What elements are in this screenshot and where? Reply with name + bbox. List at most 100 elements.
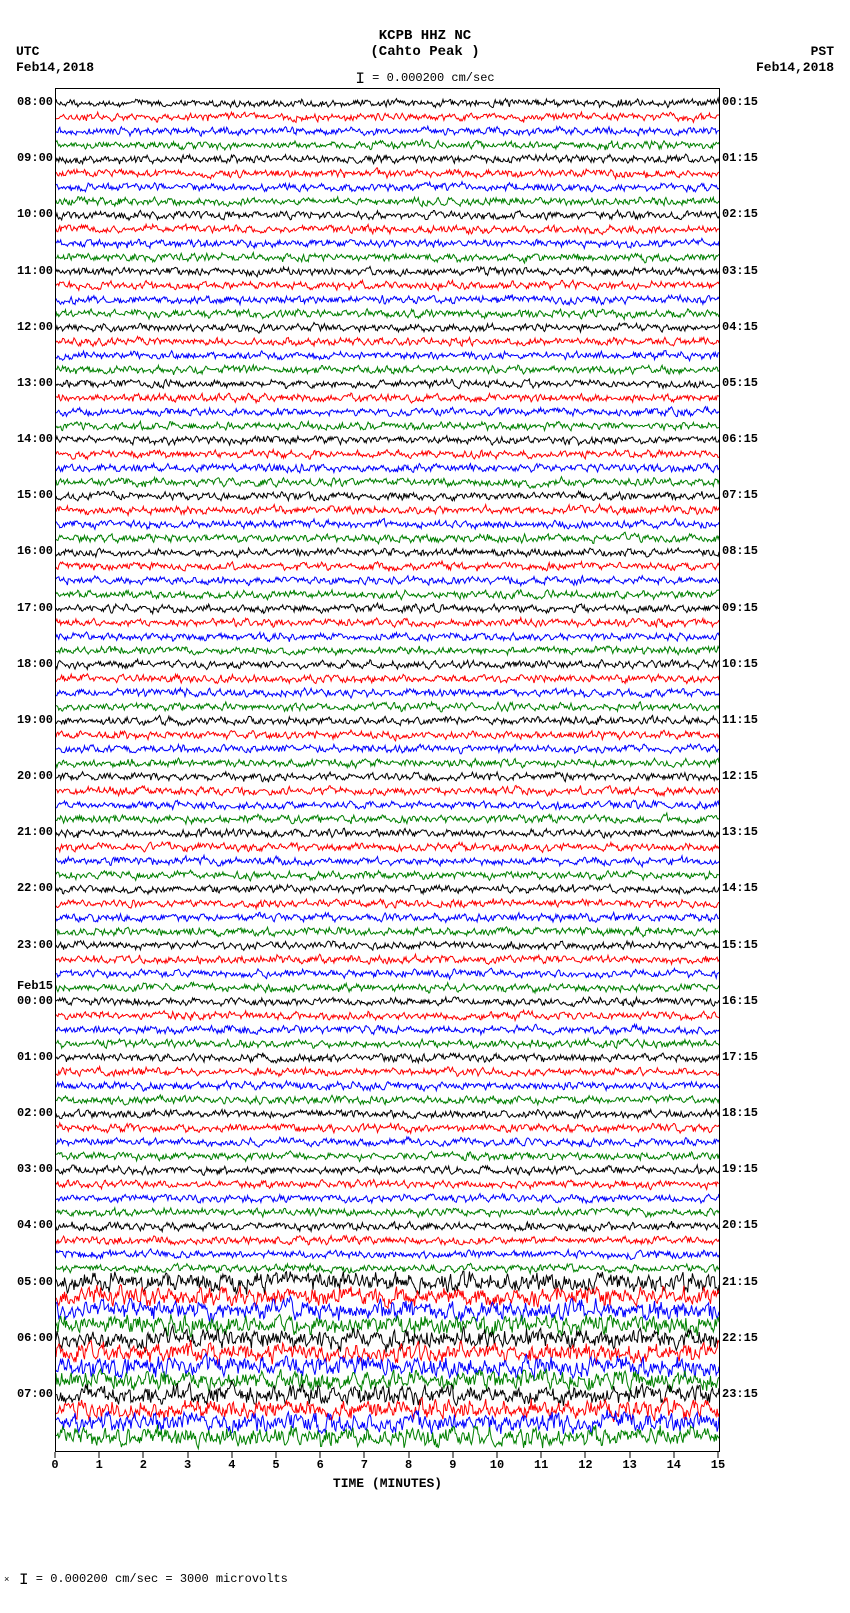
x-tick: 1 (99, 1452, 100, 1458)
seismic-trace (56, 337, 719, 347)
axis-label: 02:15 (722, 207, 782, 221)
seismic-trace (56, 1398, 719, 1422)
axis-label: 08:00 (0, 95, 53, 109)
seismic-trace (56, 1095, 719, 1105)
seismic-trace (56, 715, 719, 725)
seismic-trace (56, 702, 719, 712)
axis-label: 20:00 (0, 769, 53, 783)
axis-label: 16:00 (0, 544, 53, 558)
x-axis: TIME (MINUTES) 0123456789101112131415 (55, 1452, 720, 1502)
seismic-trace (56, 590, 719, 600)
seismic-trace (56, 436, 719, 445)
axis-label: 21:00 (0, 825, 53, 839)
seismic-trace (56, 730, 719, 741)
seismic-trace (56, 1194, 719, 1203)
axis-label: 06:00 (0, 1331, 53, 1345)
seismic-trace (56, 632, 719, 642)
axis-label: 23:15 (722, 1387, 782, 1401)
seismic-trace (56, 576, 719, 586)
seismic-trace (56, 1039, 719, 1049)
seismic-trace (56, 646, 719, 655)
seismic-trace (56, 1381, 719, 1406)
seismic-trace (56, 758, 719, 768)
seismic-trace (56, 210, 719, 220)
seismic-trace (56, 197, 719, 207)
seismic-trace (56, 870, 719, 881)
axis-label: 12:00 (0, 320, 53, 334)
seismic-trace (56, 267, 719, 277)
header: KCPB HHZ NC (Cahto Peak ) (0, 28, 850, 60)
seismic-trace (56, 997, 719, 1007)
x-tick: 11 (541, 1452, 542, 1458)
seismic-trace (56, 674, 719, 684)
seismogram-page: KCPB HHZ NC (Cahto Peak ) I = 0.000200 c… (0, 0, 850, 1613)
x-tick: 12 (585, 1452, 586, 1458)
seismic-trace (56, 618, 719, 628)
axis-label: 18:15 (722, 1106, 782, 1120)
seismic-trace (56, 1010, 719, 1020)
axis-label: 14:00 (0, 432, 53, 446)
seismic-trace (56, 772, 719, 783)
seismic-trace (56, 603, 719, 614)
seismic-trace (56, 295, 719, 305)
seismic-trace (56, 1425, 719, 1449)
seismic-trace (56, 828, 719, 838)
x-tick: 5 (276, 1452, 277, 1458)
axis-label: 16:15 (722, 994, 782, 1008)
seismic-trace (56, 126, 719, 136)
seismic-trace (56, 744, 719, 754)
seismic-trace (56, 519, 719, 530)
axis-label: 00:15 (722, 95, 782, 109)
axis-label: 01:00 (0, 1050, 53, 1064)
axis-label: 15:15 (722, 938, 782, 952)
seismic-trace (56, 112, 719, 122)
seismic-trace (56, 842, 719, 853)
seismic-trace (56, 224, 719, 234)
x-axis-title: TIME (MINUTES) (55, 1476, 720, 1491)
axis-label: 13:15 (722, 825, 782, 839)
axis-label: 00:00 (0, 994, 53, 1008)
tz-left: UTC Feb14,2018 (16, 44, 94, 76)
seismic-trace (56, 1137, 719, 1147)
axis-label: 06:15 (722, 432, 782, 446)
x-tick: 7 (364, 1452, 365, 1458)
seismic-trace (56, 982, 719, 993)
seismic-trace (56, 491, 719, 501)
seismic-trace (56, 1109, 719, 1118)
seismic-trace (56, 1180, 719, 1190)
axis-label: 01:15 (722, 151, 782, 165)
x-tick: 0 (55, 1452, 56, 1458)
x-tick: 8 (408, 1452, 409, 1458)
seismic-trace (56, 351, 719, 361)
seismic-trace (56, 548, 719, 557)
seismic-trace (56, 1221, 719, 1232)
seismogram-svg (56, 89, 719, 1451)
axis-label: 17:00 (0, 601, 53, 615)
seismic-trace (56, 659, 719, 669)
axis-label: 09:00 (0, 151, 53, 165)
seismic-trace (56, 323, 719, 334)
seismic-trace (56, 899, 719, 909)
seismic-trace (56, 1067, 719, 1077)
seismic-trace (56, 449, 719, 459)
axis-label: 20:15 (722, 1218, 782, 1232)
x-tick: 10 (497, 1452, 498, 1458)
station-location: (Cahto Peak ) (0, 44, 850, 60)
seismic-trace (56, 421, 719, 430)
axis-label: 08:15 (722, 544, 782, 558)
seismic-trace (56, 379, 719, 389)
seismic-trace (56, 1208, 719, 1217)
axis-label: 14:15 (722, 881, 782, 895)
seismic-trace (56, 1151, 719, 1162)
seismic-trace (56, 1024, 719, 1035)
axis-label: 21:15 (722, 1275, 782, 1289)
x-tick: 15 (718, 1452, 719, 1458)
x-tick: 9 (452, 1452, 453, 1458)
seismic-trace (56, 561, 719, 571)
axis-label: 22:15 (722, 1331, 782, 1345)
midnight-date-label: Feb15 (0, 979, 53, 993)
axis-label: 15:00 (0, 488, 53, 502)
axis-label: 03:15 (722, 264, 782, 278)
axis-label: 19:15 (722, 1162, 782, 1176)
axis-label: 05:15 (722, 376, 782, 390)
